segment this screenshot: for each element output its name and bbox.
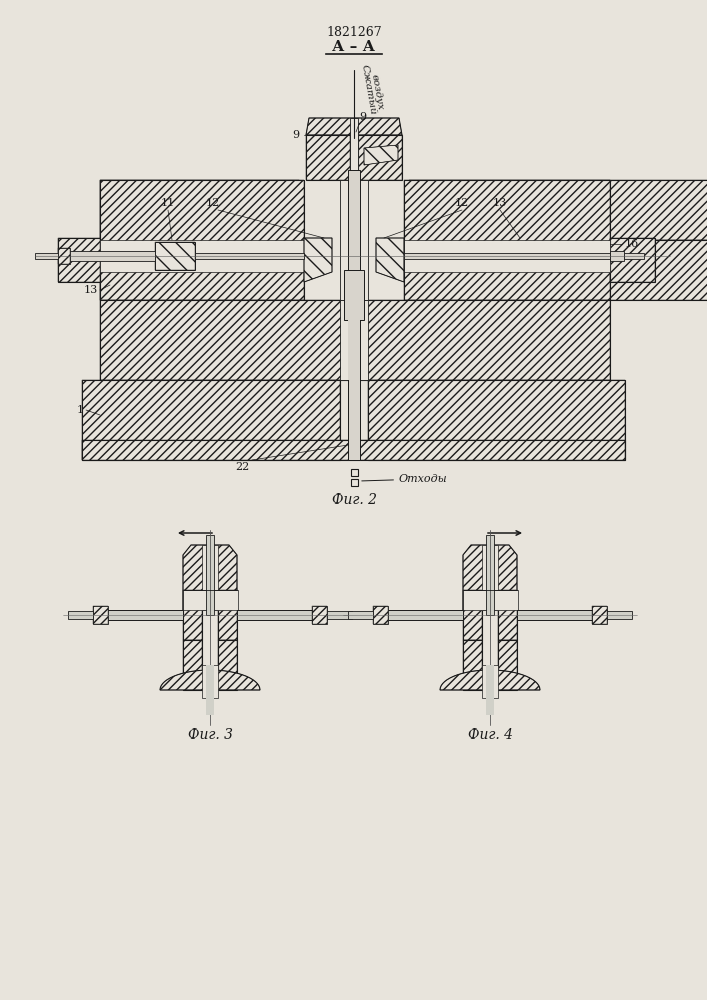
Bar <box>100 180 299 240</box>
Bar <box>409 180 707 240</box>
Bar <box>206 535 214 615</box>
Bar <box>340 180 368 300</box>
Polygon shape <box>463 545 517 610</box>
Polygon shape <box>364 145 398 165</box>
Polygon shape <box>58 248 70 264</box>
Bar <box>183 590 238 610</box>
Text: Фиг. 2: Фиг. 2 <box>332 493 377 507</box>
Text: 1821267: 1821267 <box>326 25 382 38</box>
Polygon shape <box>306 118 402 135</box>
Polygon shape <box>218 590 237 640</box>
Bar <box>351 479 358 486</box>
Polygon shape <box>368 380 625 460</box>
Polygon shape <box>218 640 237 690</box>
Bar <box>348 611 373 619</box>
Bar <box>100 240 299 300</box>
Polygon shape <box>463 640 482 690</box>
Text: 13: 13 <box>83 285 98 295</box>
Bar <box>404 240 610 272</box>
Bar <box>68 611 93 619</box>
Bar <box>100 300 610 380</box>
Text: 16: 16 <box>625 239 639 249</box>
Bar <box>351 469 358 476</box>
Polygon shape <box>155 242 195 270</box>
Text: 12: 12 <box>455 198 469 208</box>
Bar <box>327 611 352 619</box>
Bar <box>202 665 218 698</box>
Bar <box>486 665 494 715</box>
Bar <box>340 300 368 380</box>
Bar <box>610 251 624 261</box>
Polygon shape <box>304 238 332 282</box>
Polygon shape <box>306 135 350 180</box>
Bar <box>35 253 58 259</box>
Polygon shape <box>183 545 237 610</box>
Bar <box>348 170 360 460</box>
Polygon shape <box>440 670 540 690</box>
Polygon shape <box>58 238 100 282</box>
Bar <box>409 180 707 240</box>
Bar <box>350 118 358 180</box>
Text: 11: 11 <box>161 198 175 208</box>
Bar <box>486 535 494 615</box>
Bar <box>373 610 463 620</box>
Polygon shape <box>592 606 607 624</box>
Bar <box>93 610 183 620</box>
Text: 13: 13 <box>493 198 507 208</box>
Text: Отходы: Отходы <box>362 474 448 484</box>
Polygon shape <box>463 590 482 640</box>
Bar <box>100 180 299 240</box>
Bar <box>100 240 299 300</box>
Bar <box>624 253 644 259</box>
Polygon shape <box>82 440 625 460</box>
Bar <box>482 545 498 610</box>
Text: воздух: воздух <box>370 73 385 111</box>
Text: Фиг. 3: Фиг. 3 <box>187 728 233 742</box>
Polygon shape <box>183 640 202 690</box>
Polygon shape <box>358 135 402 180</box>
Text: Фиг. 4: Фиг. 4 <box>467 728 513 742</box>
Bar <box>517 610 607 620</box>
Bar <box>202 545 218 610</box>
Polygon shape <box>373 606 388 624</box>
Bar <box>348 300 360 380</box>
Polygon shape <box>376 238 404 282</box>
Polygon shape <box>498 640 517 690</box>
Polygon shape <box>93 606 108 624</box>
Text: 1: 1 <box>77 405 84 415</box>
Bar <box>195 253 304 259</box>
Bar <box>206 665 214 715</box>
Polygon shape <box>404 180 610 300</box>
Polygon shape <box>610 238 655 282</box>
Bar <box>344 270 364 320</box>
Bar <box>237 610 327 620</box>
Bar <box>58 251 155 261</box>
Polygon shape <box>183 590 202 640</box>
Text: 9: 9 <box>292 130 299 140</box>
Bar <box>404 253 610 259</box>
Text: 12: 12 <box>206 198 220 208</box>
Polygon shape <box>498 590 517 640</box>
Text: 22: 22 <box>235 462 250 472</box>
Polygon shape <box>312 606 327 624</box>
Polygon shape <box>100 180 304 300</box>
Text: А – А: А – А <box>332 40 375 54</box>
Bar <box>463 590 518 610</box>
Bar <box>100 240 304 272</box>
Bar <box>607 611 632 619</box>
Bar <box>482 665 498 698</box>
Text: Сжатый: Сжатый <box>360 64 378 116</box>
Bar <box>409 240 707 300</box>
Polygon shape <box>82 380 340 460</box>
Bar <box>409 240 707 300</box>
Text: 9: 9 <box>359 112 366 122</box>
Polygon shape <box>160 670 260 690</box>
Bar <box>100 300 610 380</box>
